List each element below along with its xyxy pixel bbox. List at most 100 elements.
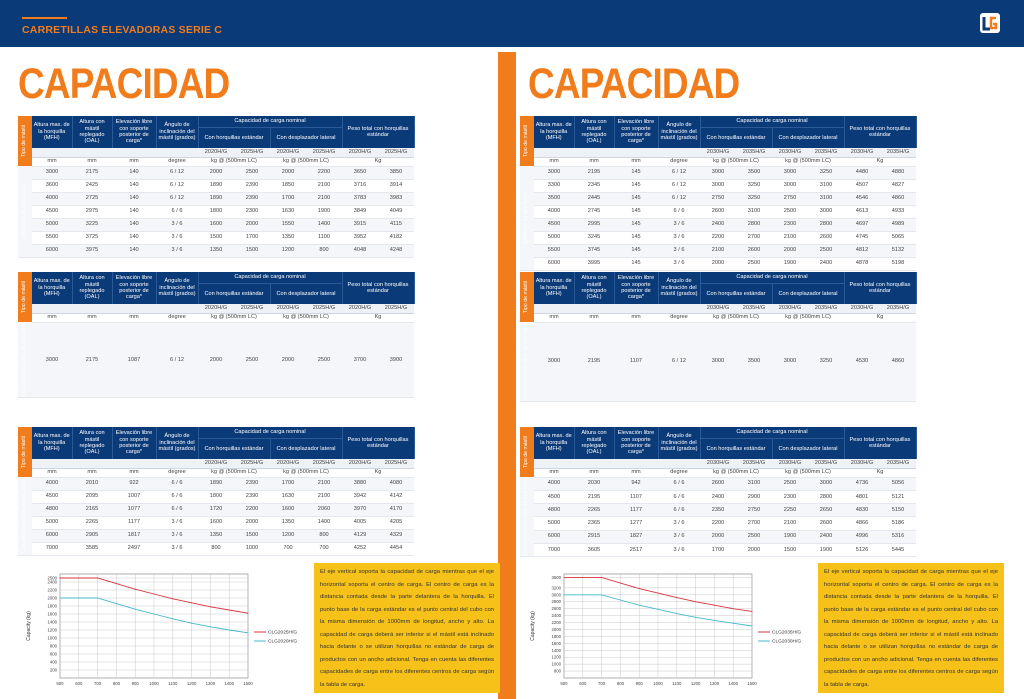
model-spacer [534,148,700,158]
table-cell: 3600 [32,179,72,193]
table-row: 5000 3245 145 3 / 6 2200 2700 2100 2600 4745 5065 [520,231,916,245]
table-cell: 1350 [270,516,306,530]
capacity-group-header: Capacidad de carga nominal [700,272,845,284]
table-cell: 4860 [880,322,916,402]
capacity-table: Tipo de mástil Altura max. de la horquill… [520,427,917,558]
data-point [78,577,80,579]
table-cell: 2000 [736,543,772,558]
table-cell: 3250 [808,322,844,402]
column-header: Elevación libre con soporte posterior de… [614,427,659,459]
y-axis-label: Capacity (kg) [26,611,32,641]
model-label: 2035H/G [736,304,772,314]
column-header: Ángulo de inclinación del mástil (grados… [156,116,199,148]
capacity-table: Tipo de mástil Altura max. de la horquill… [520,272,917,402]
column-header: Altura con mástil replegado (OAL) [574,116,615,148]
side-header-cell: Tipo de mástil [520,116,534,166]
data-point [657,592,659,594]
table-cell: 2200 [234,503,270,517]
unit-label: kg @ (500mm LC) [700,468,772,478]
table-cell: 5316 [880,530,916,544]
mast-type-cell: Con elevación libre de dos fases [18,322,32,398]
capacity-group-header: Capacidad de carga nominal [198,116,343,128]
table-cell: 6 / 6 [658,205,700,219]
data-point [172,598,174,600]
table-cell: 4205 [378,516,414,530]
table-cell: 1700 [270,192,306,206]
table-cell: 4500 [534,490,574,505]
y-tick-label: 3500 [551,575,561,580]
table-cell: 1800 [198,205,234,219]
table-row: Estándar de dos fases 3000 2175 140 6 / 12 20… [18,166,414,258]
table-cell: 1600 [198,516,234,530]
data-point [713,619,715,621]
y-tick-label: 1800 [47,604,57,609]
table-cell: 3000 [808,477,844,491]
table-cell: 4827 [880,179,916,193]
capacity-table: Tipo de mástil Altura max. de la horquill… [18,427,415,556]
table-cell: 4830 [844,503,880,518]
column-header: Ángulo de inclinación del mástil (grados… [156,272,199,304]
table-cell: 6 / 12 [658,179,700,193]
x-tick-label: 1400 [224,681,234,686]
y-tick-label: 1200 [47,628,57,633]
table-cell: 145 [614,166,658,180]
side-header: Tipo de mástil [21,435,28,469]
table-cell: 2095 [72,490,112,504]
column-header: Elevación libre con soporte posterior de… [112,272,157,304]
table-cell: 4613 [844,205,880,219]
table-cell: 2400 [808,257,844,271]
table-cell: 2300 [234,205,270,219]
table-cell: 1890 [198,192,234,206]
capacity-group-header: Capacidad de carga nominal [700,116,845,128]
unit-label: degree [658,313,700,323]
table-cell: 1817 [112,529,156,543]
table-cell: 3650 [342,166,378,180]
table-cell: 6 / 6 [156,503,198,517]
table-cell: 2915 [574,530,614,544]
table-cell: 4697 [844,218,880,232]
x-tick-label: 1500 [747,681,757,686]
model-label: 2035H/G [880,148,916,158]
table-cell: 3995 [574,257,614,271]
column-header: Altura max. de la horquilla (MFH) [534,427,575,459]
unit-label: mm [574,468,614,478]
table-cell: 2400 [700,218,736,232]
table-row: 7000 3605 2517 3 / 6 1700 2000 1500 1900 5126 544… [520,543,916,558]
chart-description: El eje vertical soporta la capacidad de … [818,563,1004,693]
table-cell: 6 / 6 [156,477,198,491]
y-tick-label: 2200 [551,620,561,625]
table-cell: 4800 [32,503,72,517]
table-cell: 2995 [574,218,614,232]
std-forks-header: Con horquillas estándar [700,127,773,148]
table-cell: 2100 [306,192,342,206]
table-cell: 2195 [574,166,614,180]
table-cell: 1400 [306,516,342,530]
table-cell: 3952 [342,231,378,245]
data-point [638,588,640,590]
column-header: Ángulo de inclinación del mástil (grados… [156,427,199,459]
table-cell: 5056 [880,477,916,491]
table-cell: 4048 [342,244,378,258]
model-label: 2020H/G [342,148,378,158]
table-cell: 3850 [378,166,414,180]
data-point [78,597,80,599]
mast-type-label: Completamente libre de dos fases [523,322,530,401]
table-cell: 1200 [270,529,306,543]
unit-label: mm [534,313,574,323]
table-row: 3300 2345 145 6 / 12 3000 3250 3000 3100 4507 482… [520,179,916,193]
table-cell: 2500 [772,205,808,219]
data-point [582,594,584,596]
table-cell: 2200 [700,516,736,531]
column-header: Altura max. de la horquilla (MFH) [32,272,73,304]
table-cell: 1177 [112,516,156,530]
table-cell: 4170 [378,503,414,517]
table-cell: 2000 [234,218,270,232]
table-cell: 6 / 6 [658,503,700,518]
table-cell: 1550 [270,218,306,232]
unit-label: kg @ (500mm LC) [270,157,342,167]
table-cell: 7000 [32,542,72,556]
model-label: 2035H/G [808,148,844,158]
table-cell: 2500 [234,322,270,398]
model-label: 2035H/G [736,148,772,158]
column-header: Altura max. de la horquilla (MFH) [32,116,73,148]
